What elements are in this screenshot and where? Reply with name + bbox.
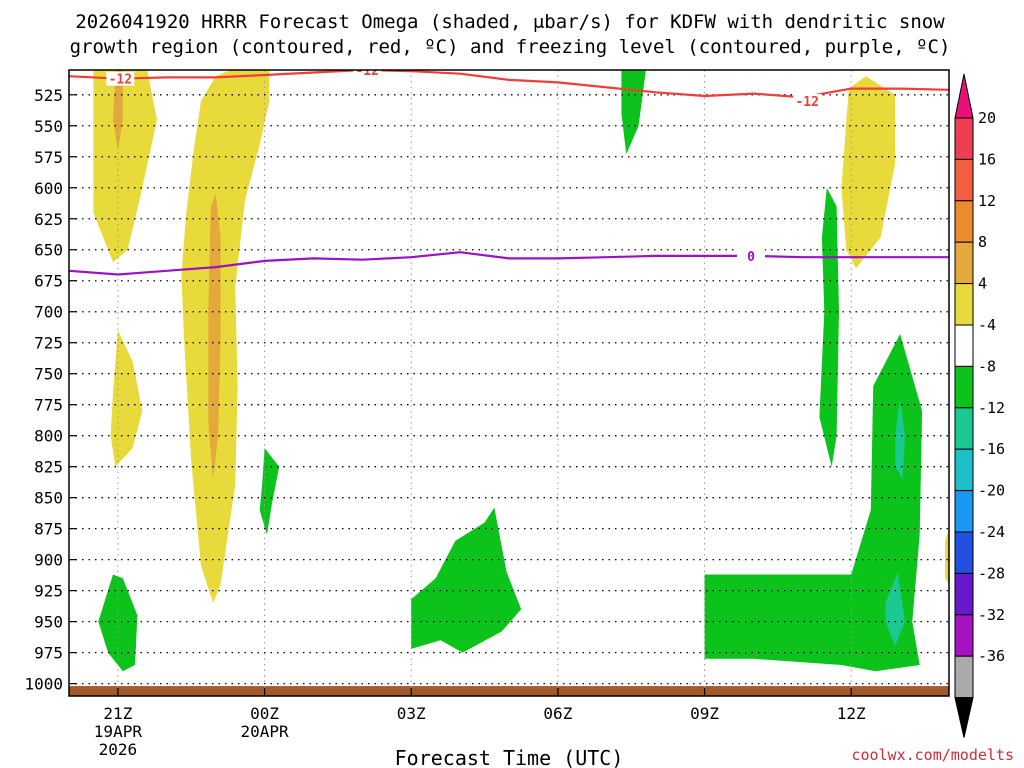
omega-region-5 bbox=[259, 448, 280, 535]
x-tick-year-21Z: 2026 bbox=[99, 740, 138, 759]
x-tick-label-12Z: 12Z bbox=[837, 704, 866, 723]
y-tick-label-675: 675 bbox=[34, 272, 63, 291]
colorbar-tick-11: -28 bbox=[978, 564, 1005, 582]
colorbar-tick-3: 8 bbox=[978, 233, 987, 251]
x-tick-date-00Z: 20APR bbox=[240, 722, 289, 741]
colorbar-tick-12: -32 bbox=[978, 606, 1005, 624]
colorbar: 20 16 12 8 4 -4 -8 -12 -16 -20 -24 -28 -32 -36 bbox=[954, 73, 1005, 738]
y-axis-pressure: 525 550 575 600 625 650 675 700 725 750 775 800 825 8… bbox=[24, 86, 77, 694]
contour-label-0-0: 0 bbox=[747, 250, 755, 265]
colorbar-swatch-3 bbox=[954, 241, 974, 285]
colorbar-swatch-0 bbox=[954, 117, 974, 160]
y-tick-label-975: 975 bbox=[34, 644, 63, 663]
colorbar-tick-2: 12 bbox=[978, 192, 996, 210]
y-tick-label-900: 900 bbox=[34, 551, 63, 570]
contour-label--12-1: -12 bbox=[355, 64, 378, 79]
colorbar-swatch-8 bbox=[954, 448, 974, 492]
colorbar-swatch-4 bbox=[954, 283, 974, 326]
contour-label-bg-0-0 bbox=[106, 71, 135, 86]
colorbar-tick-1: 16 bbox=[978, 150, 996, 168]
omega-region-11 bbox=[704, 334, 923, 672]
y-tick-label-525: 525 bbox=[34, 86, 63, 105]
colorbar-swatch-9 bbox=[954, 490, 974, 533]
y-tick-label-725: 725 bbox=[34, 334, 63, 353]
chart-title-line-1: 2026041920 HRRR Forecast Omega (shaded, … bbox=[75, 11, 945, 33]
omega-region-0 bbox=[93, 70, 157, 263]
contour-label-bg-1-0 bbox=[737, 248, 765, 263]
omega-region-8 bbox=[841, 76, 896, 269]
omega-region-4 bbox=[110, 330, 143, 467]
y-tick-label-700: 700 bbox=[34, 303, 63, 322]
omega-region-3 bbox=[208, 194, 221, 480]
colorbar-swatch-13 bbox=[954, 655, 974, 699]
contour-label-bg-0-2 bbox=[793, 93, 822, 108]
y-tick-label-950: 950 bbox=[34, 613, 63, 632]
y-tick-label-800: 800 bbox=[34, 427, 63, 446]
y-tick-label-925: 925 bbox=[34, 582, 63, 601]
omega-region-12 bbox=[895, 398, 905, 480]
contour-label-bg-0-1 bbox=[353, 70, 382, 77]
colorbar-tick-10: -24 bbox=[978, 523, 1005, 541]
colorbar-swatch-10 bbox=[954, 531, 974, 574]
y-tick-label-650: 650 bbox=[34, 241, 63, 260]
colorbar-tick-6: -8 bbox=[978, 357, 996, 375]
colorbar-tick-5: -4 bbox=[978, 316, 996, 334]
y-tick-label-775: 775 bbox=[34, 396, 63, 415]
omega-region-14 bbox=[945, 528, 949, 585]
colorbar-tick-7: -12 bbox=[978, 399, 1005, 417]
y-tick-label-875: 875 bbox=[34, 520, 63, 539]
contour-label--12-0: -12 bbox=[109, 73, 132, 88]
y-tick-label-1000: 1000 bbox=[24, 675, 63, 694]
x-tick-label-06Z: 06Z bbox=[543, 704, 572, 723]
colorbar-swatch-7 bbox=[954, 407, 974, 450]
colorbar-tick-0: 20 bbox=[978, 109, 996, 127]
colorbar-swatch-6 bbox=[954, 365, 974, 409]
x-axis-title: Forecast Time (UTC) bbox=[395, 746, 624, 768]
colorbar-over-triangle bbox=[954, 73, 974, 119]
colorbar-tick-9: -20 bbox=[978, 482, 1005, 500]
ground-surface bbox=[69, 686, 949, 696]
y-tick-label-600: 600 bbox=[34, 179, 63, 198]
y-tick-label-575: 575 bbox=[34, 148, 63, 167]
colorbar-swatch-11 bbox=[954, 572, 974, 616]
colorbar-tick-13: -36 bbox=[978, 647, 1005, 665]
omega-region-13 bbox=[885, 572, 905, 647]
colorbar-tick-8: -16 bbox=[978, 440, 1005, 458]
chart-title-line-2: growth region (contoured, red, ºC) and f… bbox=[70, 36, 951, 58]
contour-label--12-2: -12 bbox=[795, 95, 818, 110]
y-tick-label-550: 550 bbox=[34, 117, 63, 136]
contour-line-0 bbox=[69, 251, 949, 276]
colorbar-swatch-5 bbox=[954, 324, 974, 367]
plot-area: -12 -12 -12 0 bbox=[69, 64, 949, 696]
omega-region-1 bbox=[113, 70, 123, 151]
colorbar-swatch-2 bbox=[954, 200, 974, 243]
x-tick-label-21Z: 21Z bbox=[103, 704, 132, 723]
omega-region-10 bbox=[411, 507, 522, 653]
source-credit: coolwx.com/modelts bbox=[851, 746, 1014, 764]
colorbar-under-triangle bbox=[954, 697, 974, 738]
y-tick-label-825: 825 bbox=[34, 458, 63, 477]
y-tick-label-625: 625 bbox=[34, 210, 63, 229]
omega-region-9 bbox=[98, 574, 138, 672]
y-tick-label-750: 750 bbox=[34, 365, 63, 384]
colorbar-swatch-12 bbox=[954, 614, 974, 657]
y-tick-label-850: 850 bbox=[34, 489, 63, 508]
omega-region-2 bbox=[181, 70, 270, 603]
colorbar-tick-4: 4 bbox=[978, 275, 987, 293]
x-tick-date-21Z: 19APR bbox=[94, 722, 143, 741]
temperature-contours: -12 -12 -12 0 bbox=[69, 64, 949, 276]
x-tick-label-00Z: 00Z bbox=[250, 704, 279, 723]
x-tick-label-03Z: 03Z bbox=[397, 704, 426, 723]
plot-frame bbox=[68, 69, 950, 697]
x-tick-label-09Z: 09Z bbox=[690, 704, 719, 723]
colorbar-swatch-1 bbox=[954, 158, 974, 202]
